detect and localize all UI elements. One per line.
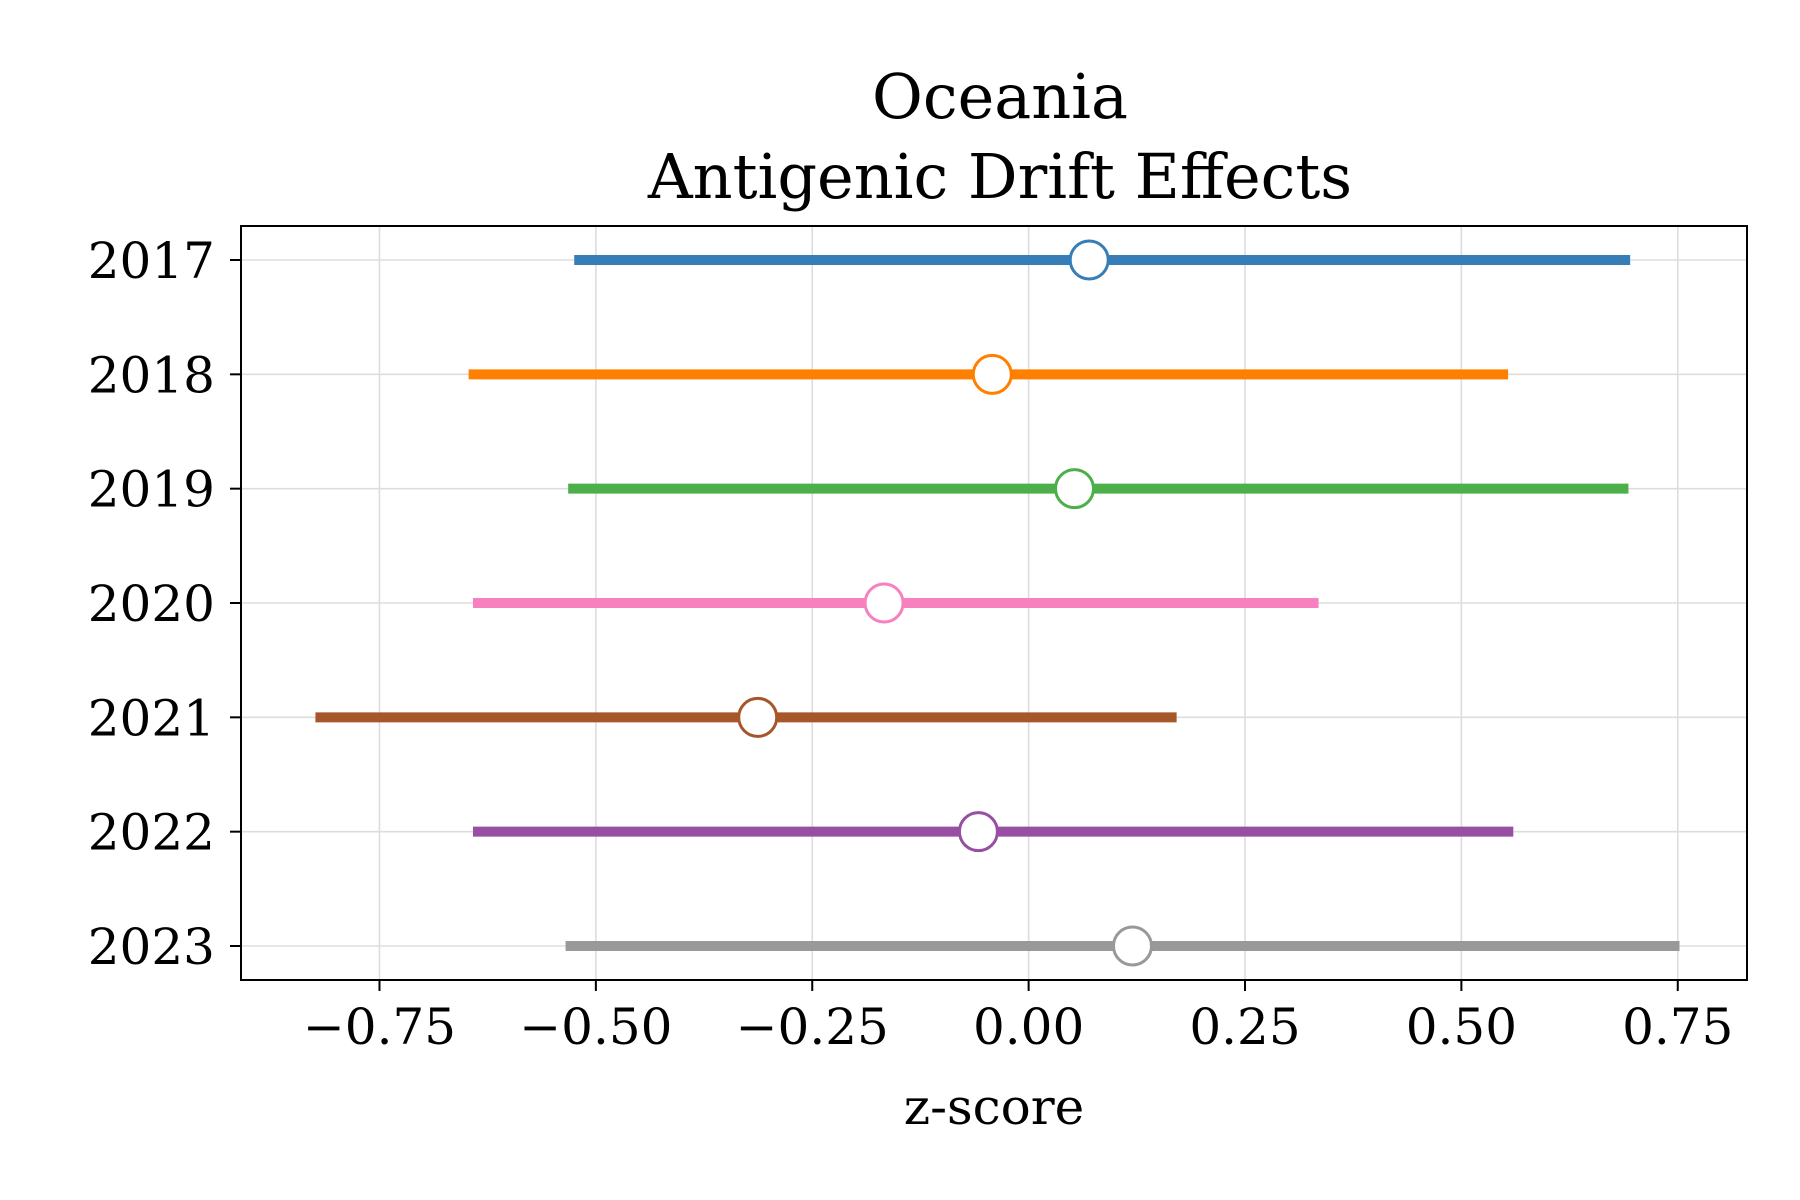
- estimate-point-2020: [863, 582, 905, 624]
- x-axis: −0.75 −0.50 −0.25 0.00 0.25 0.50 0.75: [303, 980, 1733, 1056]
- chart-title-line-1: Oceania: [872, 60, 1128, 133]
- y-tick-label: 2021: [88, 689, 215, 747]
- x-tick-label: −0.25: [736, 998, 889, 1056]
- x-axis-label: z-score: [904, 1078, 1085, 1136]
- estimate-point-2021: [737, 696, 779, 738]
- x-tick-label: −0.75: [303, 998, 456, 1056]
- x-tick-label: 0.00: [973, 998, 1084, 1056]
- y-tick-label: 2018: [88, 346, 215, 404]
- y-axis: 2017 2018 2019 2020 2021 2022 2023: [88, 232, 241, 976]
- estimate-point-2022: [957, 811, 999, 853]
- x-tick-label: −0.50: [519, 998, 672, 1056]
- estimate-point-2023: [1111, 925, 1153, 967]
- x-tick-label: 0.50: [1406, 998, 1517, 1056]
- chart-title: Oceania Antigenic Drift Effects: [647, 60, 1352, 213]
- y-tick-label: 2017: [88, 232, 215, 290]
- y-tick-label: 2019: [88, 461, 215, 519]
- y-tick-label: 2023: [88, 918, 215, 976]
- chart-title-line-2: Antigenic Drift Effects: [647, 140, 1352, 213]
- x-tick-label: 0.75: [1622, 998, 1733, 1056]
- estimate-points: [737, 239, 1153, 967]
- estimate-point-2019: [1053, 468, 1095, 510]
- y-tick-label: 2020: [88, 575, 215, 633]
- estimate-point-2017: [1068, 239, 1110, 281]
- x-tick-label: 0.25: [1189, 998, 1300, 1056]
- y-tick-label: 2022: [88, 804, 215, 862]
- estimate-point-2018: [971, 353, 1013, 395]
